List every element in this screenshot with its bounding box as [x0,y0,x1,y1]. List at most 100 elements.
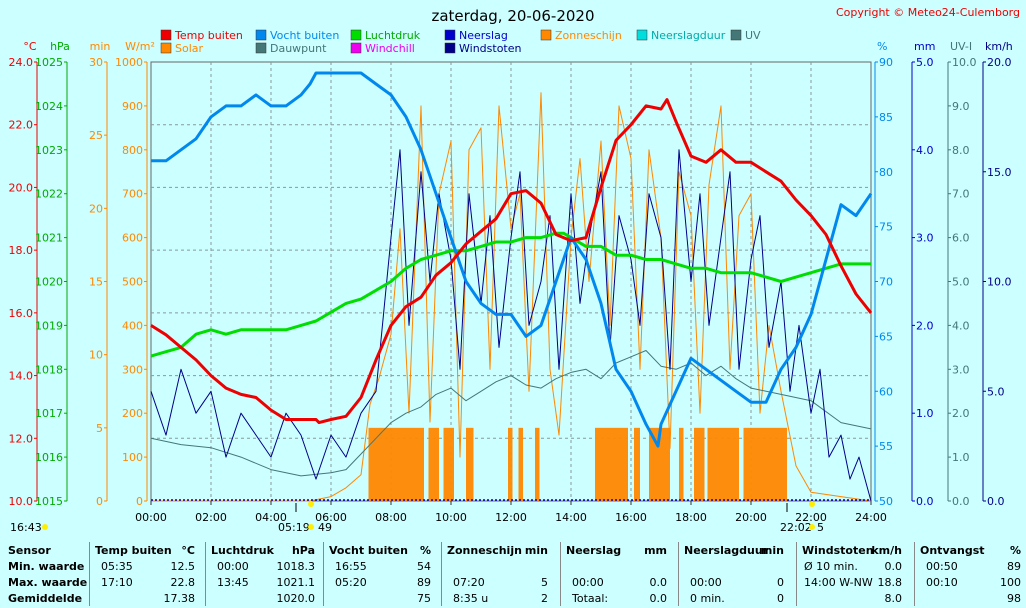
x-tick-label: 12:00 [495,511,527,524]
x-tick-label: 22:00 [795,511,827,524]
axis-tick-label-right: 4.0 [952,319,970,332]
temp-header: Temp buiten [95,544,172,557]
axis-unit-left: min [90,40,111,53]
moon-icon [42,524,48,530]
humidity-column: Vocht buiten% 16:55 54 05:20 89 75 [329,544,437,608]
legend-label: Windchill [365,42,415,55]
axis-tick-label-right: 60 [879,385,893,398]
axis-unit-right: km/h [985,40,1013,53]
pressure-value: 1018.3 [276,560,316,573]
pressure-time: 13:45 [217,576,249,589]
x-tick-label: 06:00 [315,511,347,524]
axis-tick-label-left: 1020 [35,276,63,289]
axis-tick-label-left: 16.0 [9,307,34,320]
legend-swatch [444,29,456,41]
sunshine-bar [707,427,739,501]
legend-label: Windstoten [459,42,521,55]
rain-header: Neerslag [566,544,622,557]
axis-tick-label-left: 10.0 [9,495,34,508]
legend-swatch [636,29,648,41]
axis-tick-label-right: 20.0 [987,56,1012,69]
reception-unit: % [1009,544,1021,557]
gust-header: Windstoten [802,544,874,557]
axis-tick-label-right: 5.0 [916,56,934,69]
legend-swatch [540,29,552,41]
axis-tick-label-right: 8.0 [952,144,970,157]
pressure-column: Luchtdruk hPa 00:00 1018.3 13:45 1021.1 1020.0 [211,544,321,608]
dewpoint-line [150,350,872,477]
sunshine-bars [368,427,787,501]
humidity-header: Vocht buiten [329,544,408,557]
gust-value: 0.0 [884,560,903,573]
sunshine-bar [634,427,640,501]
axis-tick-label-left: 1018 [35,363,63,376]
humidity-time: 05:20 [335,576,367,589]
sunset-day: 5 [817,521,824,534]
axis-tick-label-right: 10.0 [952,56,977,69]
legend-swatch [730,29,742,41]
sunshine-bar [508,427,513,501]
x-tick-label: 18:00 [675,511,707,524]
sunshine-bar [466,427,474,501]
axis-tick-label-left: 1023 [35,144,63,157]
x-tick-label: 14:00 [555,511,587,524]
axis-tick-label-left: 12.0 [9,432,34,445]
legend-label: Solar [175,42,204,55]
column-separator [441,542,442,606]
sunshine-bar [649,427,670,501]
legend-label: UV [745,29,761,42]
sunshine-bar [518,427,523,501]
axis-tick-label-right: 1.0 [916,407,934,420]
axis-tick-label-left: 0 [136,495,143,508]
axis-tick-label-right: 2.0 [916,319,934,332]
axis-tick-label-right: 3.0 [952,363,970,376]
sunshine-column: Zonneschijn min 07:20 5 8:35 u 2 [447,544,554,608]
column-separator [678,542,679,606]
sunshine-bar [535,427,540,501]
axis-tick-label-right: 6.0 [952,232,970,245]
pressure-value: 1021.1 [276,576,316,589]
sunshine-value: 2 [541,592,548,605]
axis-tick-label-left: 800 [122,144,143,157]
axis-tick-label-right: 90 [879,56,893,69]
column-separator [89,542,90,606]
rainduration-time: 00:00 [690,576,722,589]
axis-tick-label-right: 9.0 [952,100,970,113]
gust-unit: km/h [871,544,902,557]
temp-unit: °C [181,544,195,557]
sunshine-header: Zonneschijn [447,544,522,557]
axis-tick-label-left: 20.0 [9,181,34,194]
rain-time: 00:00 [572,576,604,589]
sunset-icon [809,524,815,530]
legend-label: Neerslagduur [651,29,726,42]
x-tick-label: 04:00 [255,511,287,524]
gust-column: Windstoten km/h Ø 10 min. 0.0 14:00 W-NW 18.8… [802,544,908,608]
axis-tick-label-left: 200 [122,407,143,420]
row-label-min: Min. waarde [8,560,85,573]
axis-tick-label-left: 1019 [35,319,63,332]
sun-dot [308,501,314,507]
temp-time: 17:10 [101,576,133,589]
legend-label: Dauwpunt [270,42,327,55]
axis-unit-left: hPa [50,40,70,53]
sun-moon-labels: 16:43 05:19 49 22:02 5 [10,501,824,534]
reception-value: 98 [1007,592,1021,605]
axes: °C24.022.020.018.016.014.012.010.0hPa102… [9,40,1013,524]
rainduration-time: 0 min. [690,592,725,605]
rain-value: 0.0 [649,592,668,605]
weather-chart: °C24.022.020.018.016.014.012.010.0hPa102… [9,6,1021,534]
axis-unit-left: W/m² [125,40,155,53]
axis-tick-label-left: 30 [89,56,103,69]
rain-value: 0.0 [649,576,668,589]
axis-tick-label-left: 1016 [35,451,63,464]
pressure-header: Luchtdruk [211,544,274,557]
legend-label: Luchtdruk [365,29,421,42]
axis-tick-label-right: 0.0 [952,495,970,508]
legend-swatch [350,42,362,54]
sensor-header: Sensor [8,544,51,557]
rainduration-header: Neerslagduur [684,544,769,557]
axis-tick-label-right: 55 [879,440,893,453]
axis-unit-left: °C [23,40,37,53]
axis-tick-label-left: 10 [89,349,103,362]
temp-column: Temp buiten °C 05:35 12.5 17:10 22.8 17.38 [95,544,201,608]
